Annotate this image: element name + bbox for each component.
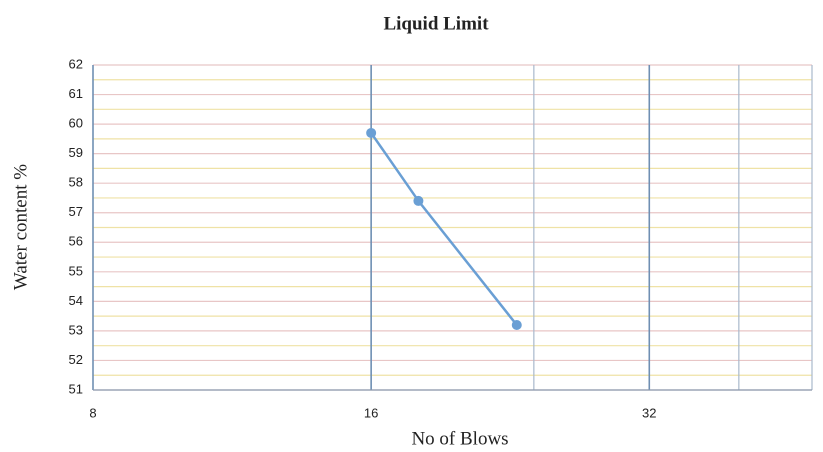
x-tick-label: 16 [364,405,378,420]
chart-title: Liquid Limit [383,13,489,34]
data-point [366,127,377,138]
data-line [370,132,518,326]
y-tick-label: 55 [69,263,83,278]
x-axis-label: No of Blows [411,428,508,449]
y-tick-label: 52 [69,352,83,367]
y-tick-label: 60 [69,116,83,131]
y-tick-label: 56 [69,234,83,249]
y-tick-label: 62 [69,56,83,71]
y-tick-label: 54 [69,293,83,308]
data-point [413,195,424,206]
y-tick-label: 61 [69,86,83,101]
y-tick-label: 53 [69,322,83,337]
x-tick-label: 8 [89,405,96,420]
data-point [511,320,522,330]
x-tick-label: 32 [642,405,656,420]
y-tick-label: 51 [69,381,83,396]
y-axis-label: Water content % [10,164,31,290]
y-tick-label: 57 [69,204,83,219]
y-tick-label: 58 [69,175,83,190]
y-tick-label: 59 [69,145,83,160]
